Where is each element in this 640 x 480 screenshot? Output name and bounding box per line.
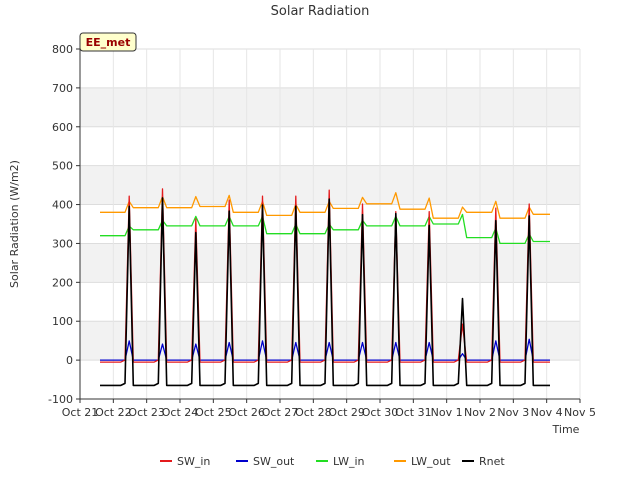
- series-line-lw-out: [100, 192, 550, 219]
- y-axis-label: Solar Radiation (W/m2): [8, 160, 21, 288]
- legend-label: LW_in: [333, 455, 365, 468]
- legend-label: SW_out: [253, 455, 295, 468]
- annotation-badge: EE_met: [79, 32, 137, 52]
- x-tick-label: Oct 26: [228, 406, 265, 419]
- legend-label: SW_in: [177, 455, 210, 468]
- series-line-lw-in: [100, 213, 550, 245]
- y-tick-label: 400: [52, 199, 73, 212]
- legend-label: Rnet: [479, 455, 505, 468]
- legend: SW_in SW_out LW_in LW_out Rnet: [160, 455, 505, 468]
- x-tick-label: Nov 4: [531, 406, 563, 419]
- x-tick-label: Oct 25: [195, 406, 232, 419]
- y-tick-label: 0: [66, 354, 73, 367]
- y-tick-label: 800: [52, 43, 73, 56]
- legend-label: LW_out: [411, 455, 451, 468]
- y-tick-label: 500: [52, 160, 73, 173]
- y-tick-label: 700: [52, 82, 73, 95]
- x-tick-label: Nov 5: [564, 406, 596, 419]
- x-tick-label: Oct 22: [95, 406, 132, 419]
- y-tick-label: 600: [52, 121, 73, 134]
- x-tick-label: Oct 24: [162, 406, 199, 419]
- x-tick-label: Nov 2: [464, 406, 496, 419]
- x-axis-label: Time: [552, 423, 580, 436]
- grid-band: [80, 321, 580, 361]
- chart-title: Solar Radiation: [271, 4, 370, 19]
- annotation-label: EE_met: [86, 36, 131, 49]
- x-tick-label: Oct 23: [128, 406, 165, 419]
- x-tick-label: Oct 29: [328, 406, 365, 419]
- x-tick-label: Nov 3: [497, 406, 529, 419]
- y-tick-label: 200: [52, 276, 73, 289]
- y-tick-label: -100: [48, 393, 73, 406]
- x-tick-label: Oct 21: [62, 406, 99, 419]
- series-line-rnet: [100, 197, 550, 387]
- x-tick-label: Oct 31: [395, 406, 432, 419]
- y-tick-label: 300: [52, 237, 73, 250]
- x-tick-label: Oct 30: [362, 406, 399, 419]
- x-tick-label: Oct 27: [262, 406, 299, 419]
- y-tick-label: 100: [52, 315, 73, 328]
- x-tick-label: Nov 1: [431, 406, 463, 419]
- grid-band: [80, 87, 580, 127]
- x-tick-label: Oct 28: [295, 406, 332, 419]
